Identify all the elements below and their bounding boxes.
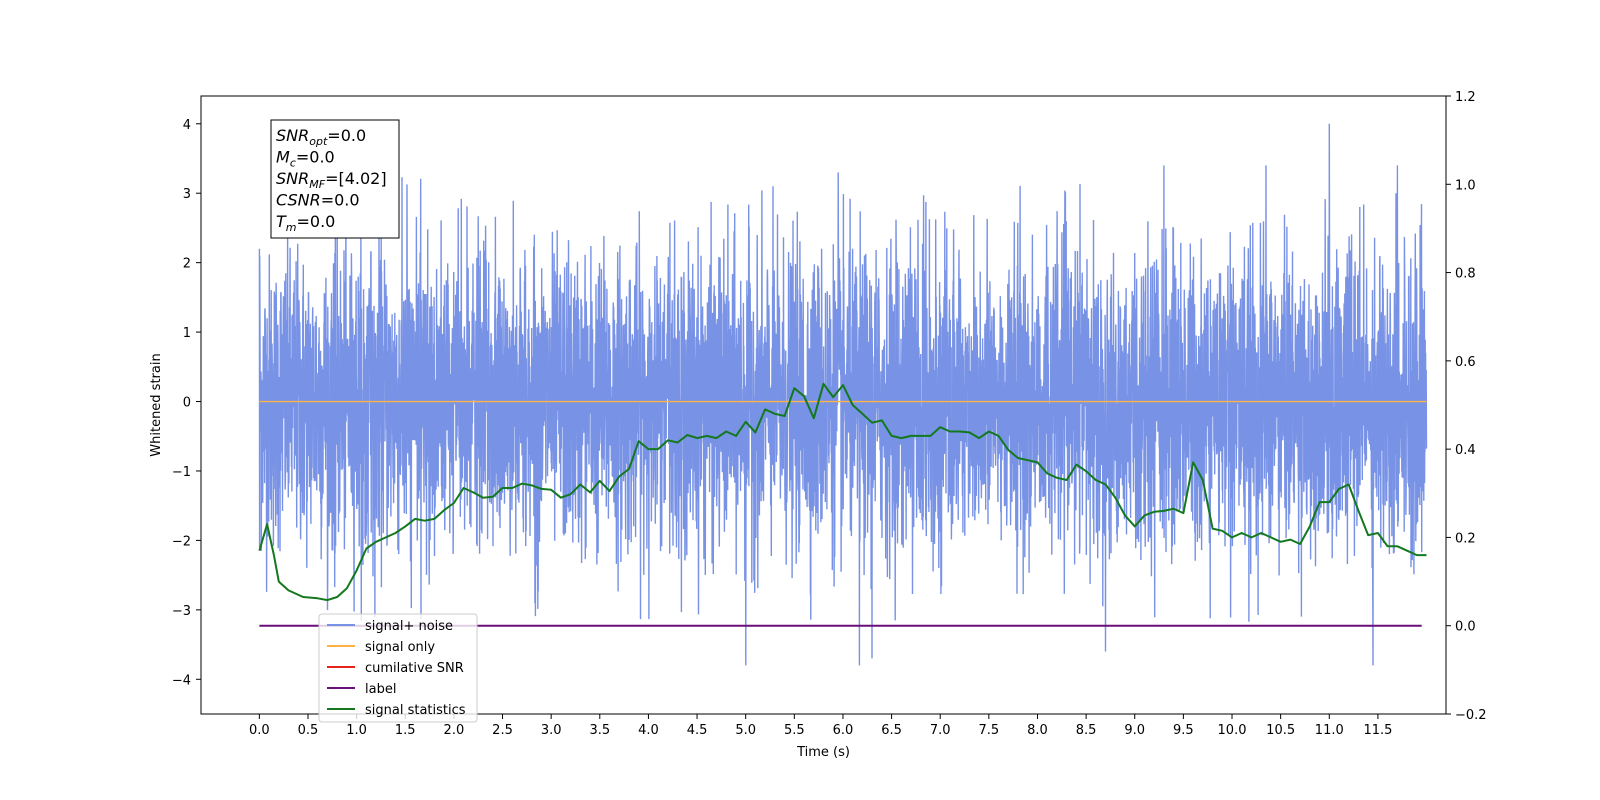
x-tick-label: 1.0 — [346, 723, 367, 738]
y-tick-label: 3 — [183, 187, 191, 202]
x-tick-label: 6.0 — [833, 723, 854, 738]
x-tick-label: 11.5 — [1363, 723, 1392, 738]
x-tick-label: 7.0 — [930, 723, 951, 738]
signal-statistics-line — [258, 382, 1427, 602]
annotation-line: SNRopt=0.0 — [276, 126, 366, 148]
y-tick-label: 4 — [183, 118, 191, 133]
annotation-subscript: m — [286, 221, 297, 234]
y-tick-label: −3 — [172, 604, 191, 619]
y-tick-label: 0 — [183, 396, 191, 411]
annotation-line: Tm=0.0 — [276, 212, 335, 234]
annotation-symbol: SNR — [276, 169, 309, 188]
annotation-subscript: MF — [309, 178, 325, 191]
x-tick-label: 8.5 — [1076, 723, 1097, 738]
y-right-tick-label: 0.2 — [1455, 531, 1476, 546]
annotation-value: =0.0 — [297, 212, 336, 231]
y-right-tick-label: 1.0 — [1455, 178, 1476, 193]
annotation-subscript: c — [290, 157, 296, 170]
y-tick-label: 2 — [183, 257, 191, 272]
y-axis-label: Whitened strain — [149, 353, 164, 456]
x-tick-label: 4.5 — [687, 723, 708, 738]
y-tick-label: 1 — [183, 326, 191, 341]
annotation-symbol: CSNR — [276, 191, 321, 210]
x-tick-label: 11.0 — [1315, 723, 1344, 738]
x-tick-label: 5.5 — [784, 723, 805, 738]
annotation-value: =0.0 — [296, 148, 335, 167]
x-tick-label: 2.5 — [492, 723, 513, 738]
legend: signal+ noise signal only cumilative SNR la… — [318, 613, 478, 723]
annotation-symbol: M — [276, 148, 290, 167]
x-tick-label: 7.5 — [979, 723, 1000, 738]
legend-entry-label: label — [365, 682, 396, 697]
x-tick-label: 8.0 — [1027, 723, 1048, 738]
annotation-box: SNRopt=0.0Mc=0.0SNRMF=[4.02]CSNR=0.0Tm=0… — [270, 119, 400, 239]
x-tick-label: 10.5 — [1266, 723, 1295, 738]
annotation-frame — [270, 119, 400, 239]
y-right-tick-label: −0.2 — [1455, 708, 1487, 723]
x-tick-label: 3.0 — [541, 723, 562, 738]
x-tick-label: 1.5 — [395, 723, 416, 738]
annotation-value: =0.0 — [321, 191, 360, 210]
annotation-value: =[4.02] — [325, 169, 387, 188]
signal-noise-line — [258, 123, 1428, 666]
x-axis-label: Time (s) — [796, 745, 850, 760]
annotation-line: Mc=0.0 — [276, 148, 335, 170]
legend-entry-label: signal+ noise — [365, 619, 453, 634]
annotation-symbol: SNR — [276, 126, 309, 145]
legend-frame — [318, 613, 478, 723]
legend-entry-label: signal statistics — [365, 703, 466, 718]
signal-noise-series — [258, 123, 1428, 666]
y-right-tick-label: 0.8 — [1455, 267, 1476, 282]
annotation-line: CSNR=0.0 — [276, 191, 360, 210]
x-tick-label: 0.0 — [249, 723, 270, 738]
y-right-tick-label: 0.4 — [1455, 443, 1476, 458]
plot-frame — [200, 95, 1447, 715]
x-tick-label: 10.0 — [1218, 723, 1247, 738]
x-tick-label: 3.5 — [589, 723, 610, 738]
annotation-symbol: T — [276, 212, 287, 231]
y-tick-label: −1 — [172, 465, 191, 480]
annotation-value: =0.0 — [327, 126, 366, 145]
y-right-tick-label: 0.0 — [1455, 620, 1476, 635]
annotation-subscript: opt — [309, 135, 328, 148]
legend-entry-label: signal only — [365, 640, 435, 655]
legend-entry-label: cumilative SNR — [365, 661, 464, 676]
y-tick-label: −4 — [172, 673, 191, 688]
y-tick-label: −2 — [172, 534, 191, 549]
y-right-tick-label: 1.2 — [1455, 90, 1476, 105]
x-tick-label: 9.5 — [1173, 723, 1194, 738]
x-tick-label: 5.0 — [735, 723, 756, 738]
x-tick-label: 6.5 — [881, 723, 902, 738]
x-tick-label: 2.0 — [444, 723, 465, 738]
axes-group: 0.0 0.5 1.0 1.5 2.0 2.5 3.0 3.5 4.0 4.5 5.0 5.5 6.0 6… — [149, 90, 1487, 760]
x-tick-label: 9.0 — [1124, 723, 1145, 738]
x-tick-label: 0.5 — [298, 723, 319, 738]
annotation-line: SNRMF=[4.02] — [276, 169, 387, 191]
y-right-tick-label: 0.6 — [1455, 355, 1476, 370]
x-tick-label: 4.0 — [638, 723, 659, 738]
